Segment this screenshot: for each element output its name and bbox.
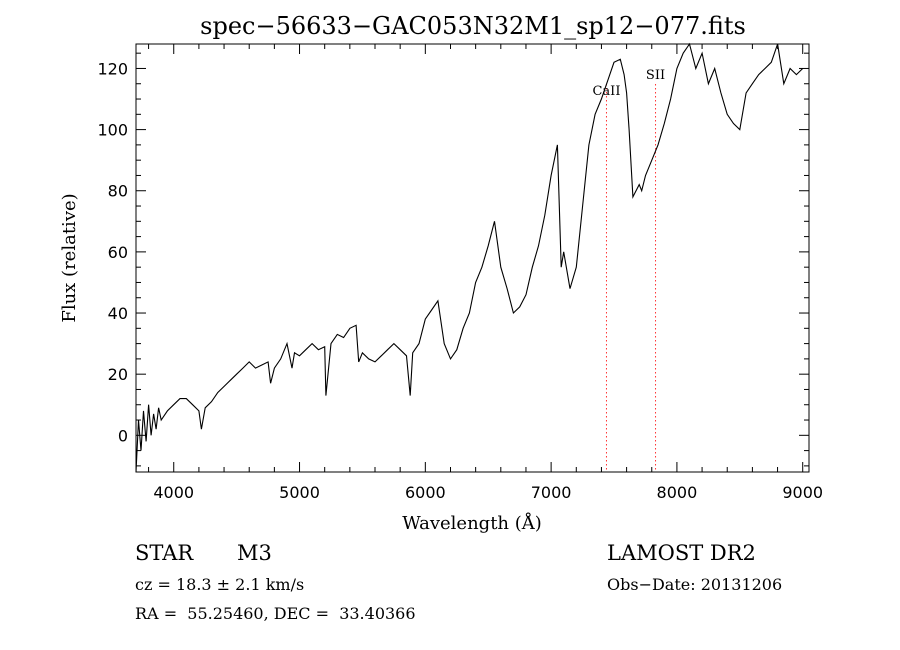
y-tick-label: 120 xyxy=(97,59,128,78)
y-tick-label: 40 xyxy=(108,304,128,323)
marker-label-caii: CaII xyxy=(592,84,620,99)
y-tick-label: 20 xyxy=(108,365,128,384)
axis-ticks xyxy=(136,44,809,472)
y-tick-label: 80 xyxy=(108,182,128,201)
survey-name: LAMOST DR2 xyxy=(607,541,756,565)
y-tick-label: 0 xyxy=(118,426,128,445)
x-tick-label: 6000 xyxy=(405,483,446,502)
x-tick-label: 7000 xyxy=(531,483,572,502)
object-subclass: M3 xyxy=(237,541,272,565)
y-tick-label: 60 xyxy=(108,243,128,262)
y-tick-label: 100 xyxy=(97,121,128,140)
x-tick-label: 5000 xyxy=(279,483,320,502)
x-tick-labels: 4000 5000 6000 7000 8000 9000 xyxy=(153,483,823,502)
redshift-info: cz = 18.3 ± 2.1 km/s xyxy=(135,575,305,594)
x-tick-label: 9000 xyxy=(782,483,823,502)
coordinates: RA = 55.25460, DEC = 33.40366 xyxy=(135,604,416,623)
x-axis-label: Wavelength (Å) xyxy=(402,512,542,534)
observation-date: Obs−Date: 20131206 xyxy=(607,575,783,594)
spectrum-chart: spec−56633−GAC053N32M1_sp12−077.fits CaI… xyxy=(59,12,823,534)
spectrum-line xyxy=(135,42,804,473)
x-tick-label: 4000 xyxy=(153,483,194,502)
y-axis-label: Flux (relative) xyxy=(59,193,80,322)
chart-title: spec−56633−GAC053N32M1_sp12−077.fits xyxy=(200,12,746,40)
plot-frame xyxy=(135,43,810,473)
object-type: STAR xyxy=(135,541,194,565)
y-tick-labels: 0 20 40 60 80 100 120 xyxy=(97,59,128,445)
marker-label-sii: SII xyxy=(646,68,665,83)
spectral-line-markers: CaII SII xyxy=(592,68,665,472)
x-tick-label: 8000 xyxy=(657,483,698,502)
